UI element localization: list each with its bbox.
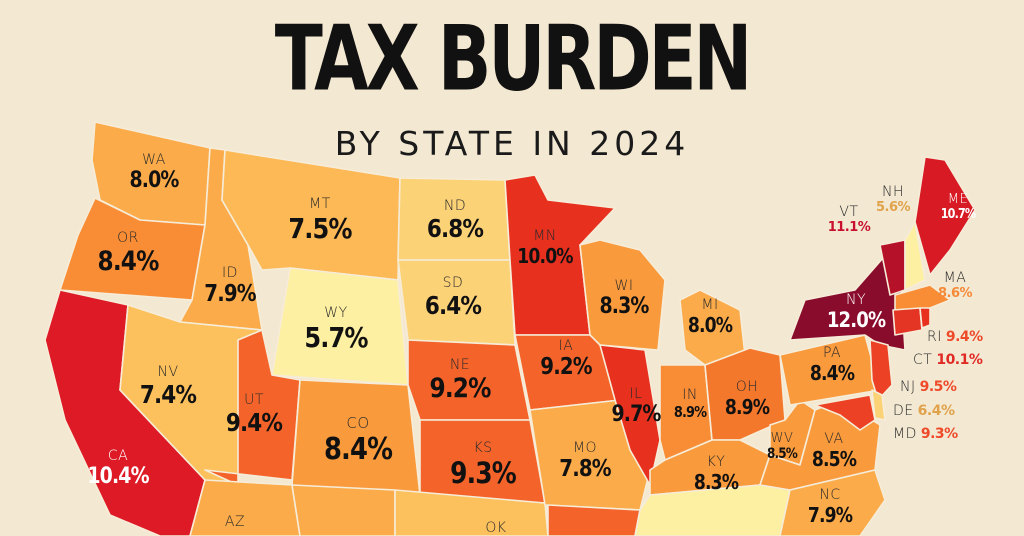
state-ct[interactable]	[892, 307, 923, 336]
label-vt: VT 11.1%	[827, 204, 871, 235]
page-title: TAX BURDEN	[274, 6, 753, 112]
state-me[interactable]	[914, 156, 976, 276]
state-ma[interactable]	[894, 284, 951, 311]
state-ne[interactable]	[407, 339, 531, 421]
state-nm[interactable]	[291, 484, 396, 536]
state-ok[interactable]	[394, 489, 549, 536]
state-nc[interactable]	[779, 469, 886, 536]
page-subtitle: BY STATE IN 2024	[334, 124, 690, 163]
state-az[interactable]	[189, 479, 301, 536]
state-nd[interactable]	[397, 177, 511, 261]
label-nj: NJ 9.5%	[900, 379, 957, 395]
label-ct: CT 10.1%	[913, 352, 983, 368]
state-nh[interactable]	[904, 221, 926, 291]
label-md: MD 9.3%	[893, 426, 958, 442]
state-nj[interactable]	[869, 339, 893, 401]
state-ks[interactable]	[419, 419, 546, 504]
label-nh: NH 5.6%	[875, 184, 911, 215]
state-wy[interactable]	[271, 267, 409, 386]
state-co[interactable]	[291, 379, 421, 496]
label-ma: MA 8.6%	[937, 270, 973, 301]
state-ut[interactable]	[204, 329, 301, 486]
state-ar[interactable]	[547, 504, 641, 536]
state-wi[interactable]	[579, 239, 666, 351]
state-pa[interactable]	[779, 334, 881, 406]
state-mo[interactable]	[529, 399, 651, 511]
state-ri[interactable]	[919, 307, 931, 329]
state-de[interactable]	[871, 389, 886, 421]
label-de: DE 6.4%	[893, 403, 955, 419]
label-ri: RI 9.4%	[927, 329, 983, 345]
state-md[interactable]	[814, 394, 876, 431]
state-sd[interactable]	[397, 259, 516, 346]
